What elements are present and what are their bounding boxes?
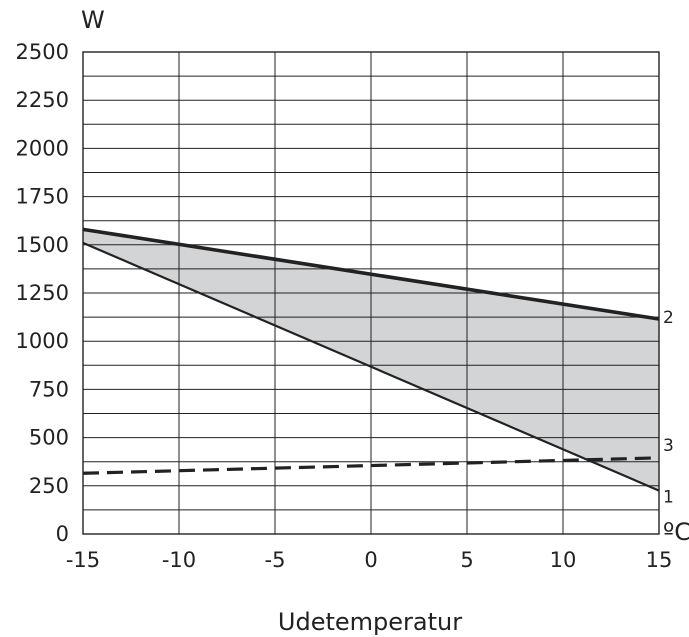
series-line-2 [82,227,660,321]
series-tag-2: 2 [663,308,674,328]
x-tick-label: -5 [265,548,286,572]
x-tick-label: 0 [364,548,377,572]
series-tags: 1 2 3 [663,308,674,508]
x-axis-title: Udetemperatur [278,608,462,636]
y-tick-label: 1250 [16,281,69,305]
y-tick-label: 250 [29,474,69,498]
y-tick-label: 500 [29,426,69,450]
x-axis-ticks: -15 -10 -5 0 5 10 15 [66,548,673,572]
y-tick-label: 2250 [16,88,69,112]
series-layer [82,227,660,492]
y-tick-label: 1000 [16,329,69,353]
y-tick-label: 2000 [16,136,69,160]
x-tick-label: 10 [550,548,577,572]
y-tick-label: 0 [56,522,69,546]
plot-frame [82,51,660,535]
y-tick-label: 750 [29,377,69,401]
y-tick-label: 1500 [16,233,69,257]
y-tick-label: 1750 [16,185,69,209]
y-axis-ticks: 0 250 500 750 1000 1250 1500 1750 2000 2250 2500 [16,40,69,546]
series-tag-1: 1 [663,488,674,508]
series-tag-3: 3 [663,436,674,456]
y-axis-unit: W [81,6,105,34]
x-tick-label: -15 [66,548,100,572]
series-line-3 [82,456,660,475]
grid [82,51,660,535]
x-tick-label: 5 [460,548,473,572]
x-axis-unit: ºC [663,518,689,546]
y-tick-label: 2500 [16,40,69,64]
x-tick-label: 15 [646,548,673,572]
x-tick-label: -10 [162,548,196,572]
series-line-1 [82,241,660,492]
